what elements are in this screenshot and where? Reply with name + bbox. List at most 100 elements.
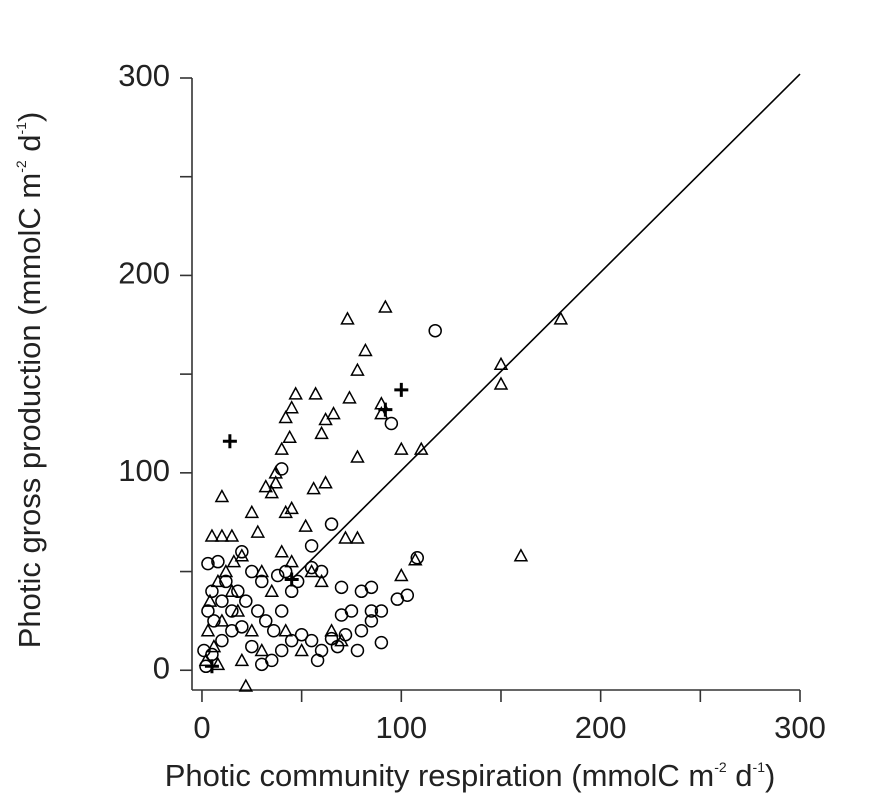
triangle-point xyxy=(210,656,226,671)
triangle-point xyxy=(326,406,341,420)
circle-point xyxy=(374,635,389,650)
circle-point xyxy=(294,627,309,642)
triangle-point xyxy=(318,475,333,489)
triangle-point xyxy=(284,400,299,414)
plus-point xyxy=(222,434,237,449)
triangle-point xyxy=(234,548,250,562)
triangle-point xyxy=(244,504,260,519)
circle-point xyxy=(215,594,229,608)
triangle-point xyxy=(278,504,293,519)
circle-point xyxy=(266,624,281,638)
label-sup: -2 xyxy=(13,160,29,173)
circle-point xyxy=(197,643,211,658)
circle-point xyxy=(324,631,339,646)
circle-point xyxy=(310,653,325,668)
y-tick-label: 100 xyxy=(118,453,170,488)
x-tick-label: 100 xyxy=(375,710,427,745)
triangle-point xyxy=(250,524,266,538)
circle-point xyxy=(255,657,269,672)
circle-point xyxy=(314,564,329,579)
circle-point xyxy=(259,614,273,628)
circle-point xyxy=(215,633,229,648)
circle-point xyxy=(225,624,239,638)
triangle-point xyxy=(214,613,230,627)
triangle-point xyxy=(224,528,240,542)
triangle-point xyxy=(210,573,226,588)
triangle-point xyxy=(268,475,283,489)
circle-point xyxy=(274,462,289,476)
circle-point xyxy=(251,604,265,618)
circle-point xyxy=(400,588,415,602)
triangle-point xyxy=(230,603,246,617)
circle-point xyxy=(334,608,349,622)
circle-point xyxy=(239,594,253,608)
circle-point xyxy=(278,564,293,579)
triangle-point xyxy=(408,552,423,566)
triangle-point xyxy=(254,642,270,657)
plus-point xyxy=(204,659,219,674)
triangle-point xyxy=(278,409,293,424)
label-part: d xyxy=(727,758,753,793)
triangle-point xyxy=(298,518,313,532)
triangle-point xyxy=(394,441,409,455)
circle-point xyxy=(245,564,259,579)
circle-point xyxy=(410,550,425,565)
triangle-point xyxy=(493,356,509,371)
triangle-point xyxy=(202,593,218,607)
circle-point xyxy=(374,604,389,618)
triangle-point xyxy=(206,639,222,653)
circle-point xyxy=(274,643,289,658)
triangle-point xyxy=(214,488,230,503)
triangle-point xyxy=(204,528,220,542)
label-part: Photic gross production (mmolC m xyxy=(12,173,47,649)
triangle-point xyxy=(350,530,365,544)
x-tick-label: 200 xyxy=(575,710,627,745)
triangle-point xyxy=(294,642,309,657)
triangle-point xyxy=(308,386,323,400)
circle-point xyxy=(205,584,219,599)
triangle-point xyxy=(358,342,373,357)
circle-point xyxy=(201,556,215,571)
y-tick-label: 200 xyxy=(118,256,170,291)
triangle-point xyxy=(413,441,429,455)
y-tick-label: 0 xyxy=(153,650,170,685)
circle-point xyxy=(219,574,233,589)
circle-point xyxy=(304,633,319,648)
plus-point xyxy=(378,402,393,417)
label-sup: -2 xyxy=(714,759,727,775)
triangle-point xyxy=(200,623,216,637)
triangle-point xyxy=(342,390,357,404)
triangle-point xyxy=(218,563,234,578)
triangle-point xyxy=(513,548,529,562)
triangle-point xyxy=(304,563,319,578)
circle-point xyxy=(270,568,285,583)
label-part: Photic community respiration (mmolC m xyxy=(165,758,715,793)
circle-point xyxy=(354,624,369,638)
circle-point xyxy=(364,580,379,595)
circle-point xyxy=(207,614,221,628)
circle-point xyxy=(284,633,299,648)
triangle-point xyxy=(284,500,299,515)
triangle-point xyxy=(338,530,353,544)
triangle-point xyxy=(350,362,365,376)
triangle-point xyxy=(324,623,339,637)
label-part: d xyxy=(12,134,47,160)
triangle-point xyxy=(254,563,270,578)
circle-point xyxy=(364,614,379,628)
fit-line xyxy=(291,73,801,581)
triangle-point xyxy=(350,449,365,463)
triangle-point xyxy=(378,299,393,313)
triangle-point xyxy=(278,623,293,637)
x-axis-label: Photic community respiration (mmolC m-2 … xyxy=(165,758,776,793)
circle-point xyxy=(235,545,249,559)
triangle-point xyxy=(274,544,289,558)
triangle-point xyxy=(258,479,274,493)
label-part: ) xyxy=(12,112,47,122)
triangle-point xyxy=(553,311,569,325)
triangle-point xyxy=(226,554,242,568)
triangle-point xyxy=(264,583,280,598)
triangle-point xyxy=(214,528,230,542)
circle-point xyxy=(350,643,365,658)
triangle-point xyxy=(234,652,250,667)
